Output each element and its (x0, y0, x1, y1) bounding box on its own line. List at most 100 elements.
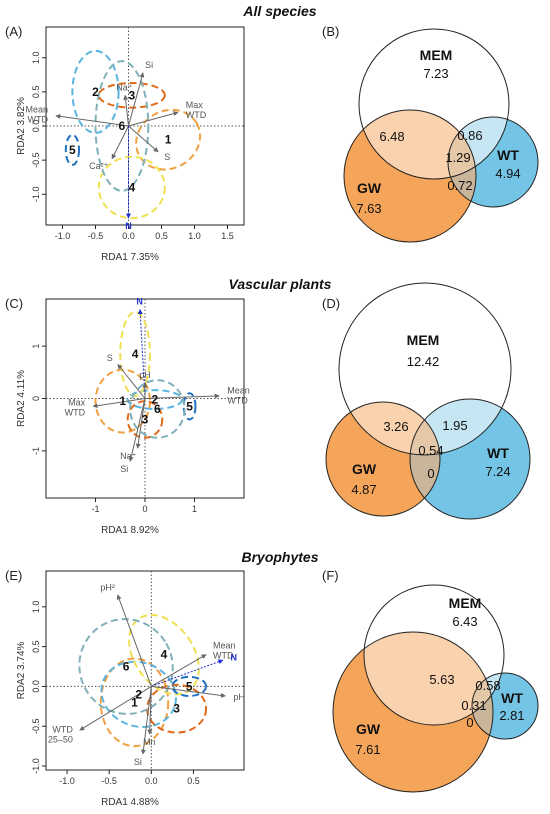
rda-e-y-tick-label: -1.0 (31, 758, 41, 774)
panel-letter-b: (B) (322, 24, 339, 39)
rda-a-x-axis-label: RDA1 7.35% (101, 252, 159, 263)
rda-e-y-axis-label: RDA2 3.74% (16, 641, 27, 699)
rda-a-x-tick-label: -1.0 (55, 231, 71, 241)
rda-c-arrow-label: pH (139, 370, 151, 380)
venn-d-all-value: 0.54 (418, 443, 443, 458)
rda-a-arrow-si (128, 72, 145, 127)
rda-a-group-ellipse-1 (135, 108, 202, 171)
rda-e-group-label-5: 5 (186, 679, 193, 693)
rda-a-arrow-ca- (111, 125, 129, 160)
rda-a-x-tick-label: 1.0 (188, 231, 201, 241)
rda-e-arrow-label: pH² (100, 582, 115, 592)
venn-f-mem-name: MEM (449, 595, 482, 611)
rda-a-group-ellipse-4 (97, 155, 166, 220)
venn-diagram-vascular-plants: MEM 12.42 GW 4.87 WT 7.24 3.26 1.95 0.54 0 (325, 282, 531, 520)
rda-a-arrow-label: Max WTD (186, 100, 207, 120)
section-title-vascular-plants: Vascular plants (229, 276, 332, 292)
rda-c-y-tick-label: 0 (31, 396, 41, 401)
venn-b-mem-name: MEM (420, 47, 453, 63)
section-title-bryophytes: Bryophytes (241, 549, 318, 565)
venn-d-gw-mem-value: 3.26 (383, 419, 408, 434)
rda-a-y-axis-label: RDA2 3.82% (16, 97, 27, 155)
rda-c-group-label-4: 4 (132, 347, 139, 361)
rda-a-arrow-label: Mean WTD (25, 105, 48, 125)
venn-b-wt-value: 4.94 (495, 166, 520, 181)
rda-c-arrow-label: Mean WTD (227, 386, 250, 406)
venn-b-gw-mem-value: 6.48 (379, 129, 404, 144)
rda-c-arrow-max-wtd (92, 398, 146, 409)
panel-letter-c: (C) (5, 296, 23, 311)
venn-f-wt-mem-value: 0.58 (475, 678, 500, 693)
rda-e-arrow-mn (147, 686, 153, 735)
rda-c-x-tick-label: 1 (192, 504, 197, 514)
rda-a-group-ellipse-6 (94, 60, 150, 192)
rda-a-group-label-5: 5 (69, 143, 76, 157)
rda-e-x-axis-label: RDA1 4.88% (101, 797, 159, 808)
rda-a-arrow-label: N (125, 221, 132, 231)
rda-e-arrow-si (140, 686, 152, 755)
rda-e-arrow-label: pH (233, 692, 245, 702)
rda-e-group-label-3: 3 (173, 702, 180, 716)
venn-b-mem-value: 7.23 (423, 66, 448, 81)
venn-f-wt-outline (471, 672, 539, 740)
rda-c-arrow-label: Na⁺ (120, 451, 137, 461)
venn-d-mem-value: 12.42 (407, 354, 440, 369)
rda-a-arrow-na- (123, 94, 129, 127)
rda-c-group-label-5: 5 (186, 399, 193, 413)
venn-f-gw-outline (332, 631, 494, 793)
venn-diagram-bryophytes: MEM 6.43 GW 7.61 WT 2.81 5.63 0.58 0.31 0 (332, 584, 539, 793)
rda-e-group-label-2: 2 (135, 687, 142, 701)
rda-a-y-tick-label: -0.5 (31, 152, 41, 168)
venn-b-gw-name: GW (357, 180, 382, 196)
rda-c-group-label-1: 1 (119, 394, 126, 408)
venn-d-mem-outline (338, 282, 512, 456)
rda-c-group-label-3: 3 (142, 412, 149, 426)
rda-c-x-axis-label: RDA1 8.92% (101, 525, 159, 536)
rda-e-x-tick-label: -1.0 (59, 776, 75, 786)
rda-a-group-ellipse-5 (64, 133, 81, 166)
rda-e-arrow-wtd-25-50 (79, 685, 152, 731)
rda-c-arrow-mean-wtd (144, 393, 220, 399)
rda-c-arrow-s (117, 364, 146, 399)
rda-a-arrow-max-wtd (128, 111, 179, 127)
venn-f-gw-value: 7.61 (355, 742, 380, 757)
rda-e-arrow-n (151, 659, 224, 687)
rda-e-group-ellipse-1 (99, 657, 170, 748)
rda-a-group-ellipse-2 (71, 49, 120, 134)
rda-e-y-tick-label: 0.0 (31, 680, 41, 693)
rda-a-arrow-label: Ca²⁺ (89, 161, 109, 171)
rda-c-group-label-2: 2 (152, 393, 159, 407)
rda-a-arrow-label: Na⁺ (116, 82, 133, 92)
venn-diagram-all-species: MEM 7.23 GW 7.63 WT 4.94 6.48 0.86 1.29 0.72 (343, 28, 539, 243)
rda-e-y-tick-label: 0.5 (31, 640, 41, 653)
rda-e-arrow-label: Mean WTD (213, 641, 236, 661)
venn-f-gw-mem-value: 5.63 (429, 672, 454, 687)
rda-c-y-axis-label: RDA2 4.11% (16, 370, 27, 427)
rda-c-y-tick-label: -1 (31, 447, 41, 455)
rda-e-group-ellipse-4 (128, 613, 200, 696)
rda-e-y-tick-label: -0.5 (31, 718, 41, 734)
rda-c-arrow-label: N (136, 296, 143, 306)
rda-a-x-tick-label: -0.5 (88, 231, 104, 241)
rda-e-plot-frame (45, 570, 245, 771)
venn-b-gw-wt-value: 0.72 (447, 178, 472, 193)
rda-e-arrow-mean-wtd (151, 654, 207, 687)
rda-e-x-tick-label: 0.0 (145, 776, 158, 786)
rda-e-x-tick-label: -0.5 (101, 776, 117, 786)
rda-e-arrow-label: N (230, 652, 237, 662)
rda-a-group-label-1: 1 (165, 133, 172, 147)
rda-a-x-tick-label: 0.5 (155, 231, 168, 241)
venn-d-gw-wt-value: 0 (427, 466, 434, 481)
rda-plot-bryophytes: -1.0 -0.5 0.0 0.5 -1.0 -0.5 0.0 0.5 1.0 RDA1 4.88… (16, 570, 245, 808)
rda-a-y-tick-label: 0.0 (31, 120, 41, 133)
rda-e-group-label-4: 4 (161, 648, 168, 662)
rda-e-group-label-1: 1 (131, 695, 138, 709)
venn-d-gw-name: GW (352, 461, 377, 477)
panel-letter-e: (E) (5, 568, 22, 583)
rda-e-x-tick-label: 0.5 (187, 776, 200, 786)
rda-e-group-ellipse-6 (78, 618, 174, 715)
venn-d-gw-outline (325, 401, 441, 517)
section-title-all-species: All species (242, 3, 316, 19)
venn-d-wt-mem-value: 1.95 (442, 418, 467, 433)
